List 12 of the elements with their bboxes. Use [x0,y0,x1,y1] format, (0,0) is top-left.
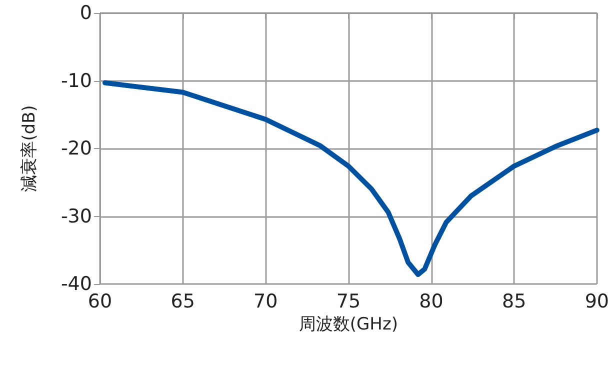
y-tick-label: 0 [80,2,92,24]
y-tick-label: -20 [60,138,92,160]
x-tick-label: 70 [254,290,278,312]
x-tick-label: 85 [502,290,526,312]
x-axis-title: 周波数(GHz) [298,314,398,334]
x-tick-label: 75 [336,290,361,312]
x-tick-label: 80 [419,290,444,312]
x-tick-label: 65 [170,290,195,312]
y-tick-label: -10 [60,70,92,92]
x-tick-label: 90 [584,290,610,312]
y-axis-title: 減衰率(dB) [20,105,40,192]
y-tick-label: -30 [60,205,92,228]
